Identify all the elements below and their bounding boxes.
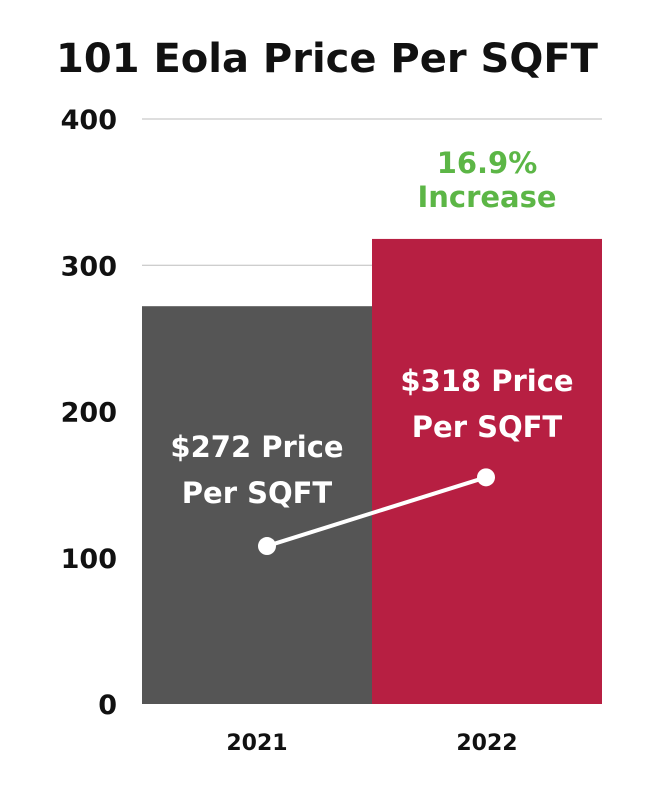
bar-label-2021-line-0: $272 Price — [170, 430, 343, 464]
bar-labels: $272 Price Per SQFT $318 Price Per SQFT — [170, 364, 573, 510]
x-tick-label-2021: 2021 — [226, 731, 287, 756]
bar-2021 — [142, 306, 372, 704]
trend-point-2021 — [258, 537, 276, 556]
trend-line — [258, 468, 495, 556]
y-tick-label-2: 200 — [61, 398, 117, 429]
annotation-line-1: Increase — [417, 180, 556, 214]
y-tick-label-4: 400 — [61, 105, 117, 136]
annotation-line-0: 16.9% — [437, 146, 538, 180]
y-tick-label-0: 0 — [98, 690, 117, 721]
bar-label-2021-line-1: Per SQFT — [182, 476, 333, 510]
y-axis-ticks: 0 100 200 300 400 — [61, 105, 117, 721]
x-tick-label-2022: 2022 — [456, 731, 517, 756]
y-tick-label-1: 100 — [61, 544, 117, 575]
trend-point-2022 — [477, 468, 495, 487]
x-axis-ticks: 2021 2022 — [226, 731, 517, 756]
bar-label-2022-line-1: Per SQFT — [412, 410, 563, 444]
y-tick-label-3: 300 — [61, 251, 117, 282]
bar-label-2022-line-0: $318 Price — [400, 364, 573, 398]
increase-annotation: 16.9%Increase — [417, 146, 556, 214]
bars — [142, 238, 602, 705]
chart-title: 101 Eola Price Per SQFT — [56, 36, 599, 82]
trend-segment — [266, 475, 487, 548]
